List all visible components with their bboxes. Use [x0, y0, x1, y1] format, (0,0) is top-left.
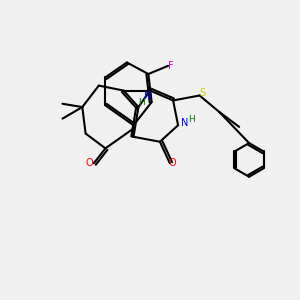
- Text: N: N: [144, 91, 152, 100]
- Text: H: H: [138, 98, 145, 107]
- Text: O: O: [169, 158, 177, 168]
- Text: N: N: [181, 118, 189, 128]
- Text: H: H: [189, 115, 195, 124]
- Text: O: O: [85, 158, 93, 168]
- Text: S: S: [200, 88, 206, 98]
- Text: F: F: [168, 61, 174, 71]
